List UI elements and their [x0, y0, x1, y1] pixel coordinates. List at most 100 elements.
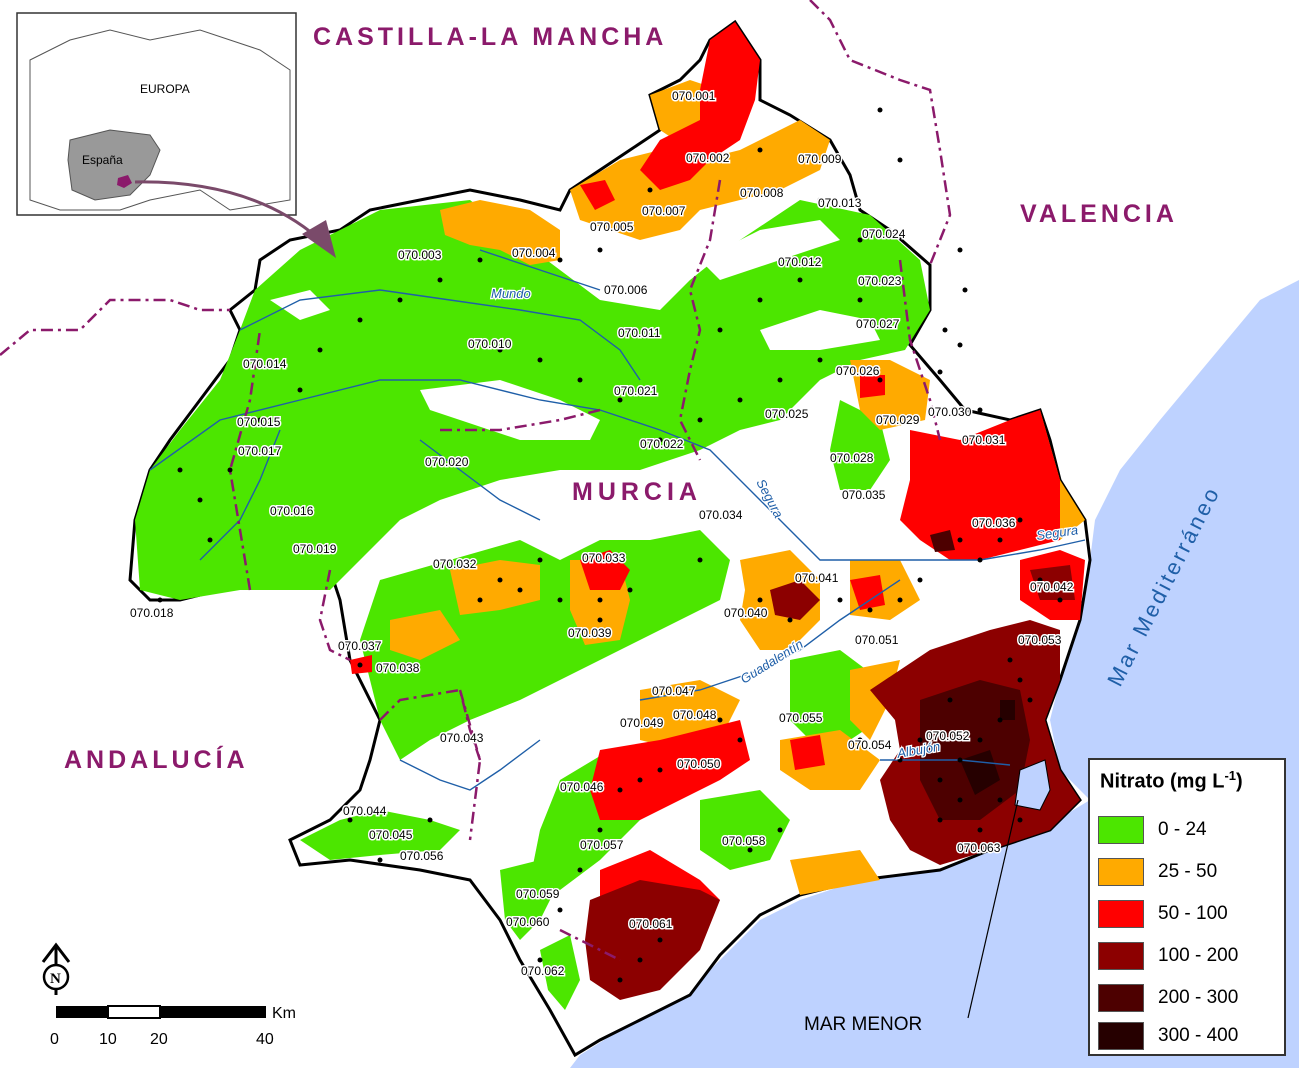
aquifer-label: 070.004: [512, 246, 556, 260]
aquifer-label: 070.011: [618, 326, 661, 340]
legend-swatch: [1098, 942, 1144, 970]
aquifer-label: 070.022: [640, 437, 684, 451]
aquifer-label: 070.012: [778, 255, 822, 269]
aquifer-label: 070.003: [398, 248, 442, 262]
regional-boundaries: [0, 0, 952, 962]
legend-swatch: [1098, 1022, 1144, 1050]
aquifer-label: 070.029: [876, 413, 920, 427]
aquifer-label: 070.037: [338, 639, 382, 653]
aquifer-label: 070.013: [818, 196, 862, 210]
aquifer-label: 070.032: [433, 557, 477, 571]
aquifer-label: 070.005: [590, 220, 634, 234]
aquifer-label: 070.018: [130, 606, 174, 620]
scale-tick: 20: [150, 1031, 168, 1048]
legend-item: 300 - 400: [1098, 1022, 1278, 1052]
legend-item: 25 - 50: [1098, 858, 1278, 888]
river-label: Mundo: [491, 286, 531, 301]
rivers: [149, 249, 1086, 791]
aquifer-label: 070.044: [343, 804, 387, 818]
aquifer-label: 070.038: [376, 661, 420, 675]
murcia-marker: [117, 175, 132, 188]
legend-title: Nitrato (mg L-1): [1100, 768, 1243, 793]
aquifer-label: 070.023: [858, 274, 902, 288]
aquifer-label: 070.015: [237, 415, 281, 429]
aquifer-label: 070.033: [582, 551, 626, 565]
inset-label-espana: España: [82, 153, 123, 167]
legend-item: 100 - 200: [1098, 942, 1278, 972]
aquifer-label: 070.007: [642, 204, 686, 218]
aquifer-label: 070.002: [686, 151, 730, 165]
legend-swatch: [1098, 858, 1144, 886]
legend-item: 200 - 300: [1098, 984, 1278, 1014]
legend-item: 0 - 24: [1098, 816, 1278, 846]
aquifer-label: 070.050: [677, 757, 721, 771]
scale-unit: Km: [272, 1005, 296, 1022]
aquifer-label: 070.058: [722, 834, 766, 848]
region-label-castilla: CASTILLA-LA MANCHA: [313, 23, 667, 51]
legend: Nitrato (mg L-1) 0 - 24 25 - 50 50 - 100…: [1088, 758, 1286, 1056]
inset-map: EUROPA España: [16, 12, 297, 216]
aquifer-label: 070.006: [604, 283, 648, 297]
legend-label: 25 - 50: [1158, 861, 1218, 882]
north-label: N: [50, 971, 61, 987]
aquifer-labels: 070.001 070.002 070.003 070.004 070.005 …: [129, 88, 1076, 980]
aquifer-label: 070.048: [673, 708, 717, 722]
region-label-valencia: VALENCIA: [1020, 200, 1178, 228]
aquifer-label: 070.016: [270, 504, 314, 518]
aquifer-label: 070.051: [855, 633, 899, 647]
aquifer-label: 070.043: [440, 731, 484, 745]
aquifer-label: 070.047: [652, 684, 696, 698]
inset-arrow: [134, 180, 319, 240]
scale-tick: 0: [50, 1031, 59, 1048]
region-label-murcia: MURCIA: [572, 478, 702, 506]
scale-bar: Km 0 10 20 40: [50, 1005, 296, 1048]
aquifer-label: 070.017: [238, 444, 282, 458]
aquifer-label: 070.028: [830, 451, 874, 465]
aquifer-label: 070.042: [1030, 580, 1074, 594]
aquifer-label: 070.060: [506, 915, 550, 929]
aquifer-label: 070.041: [795, 571, 839, 585]
aquifer-label: 070.025: [765, 407, 809, 421]
aquifer-label: 070.021: [614, 384, 658, 398]
aquifer-label: 070.031: [962, 433, 1006, 447]
aquifer-label: 070.020: [425, 455, 469, 469]
aquifer-label: 070.039: [568, 626, 612, 640]
legend-label: 100 - 200: [1158, 945, 1239, 966]
aquifer-label: 070.030: [928, 405, 972, 419]
aquifer-label: 070.057: [580, 838, 624, 852]
aquifer-label: 070.010: [468, 337, 512, 351]
legend-swatch: [1098, 900, 1144, 928]
aquifer-label: 070.008: [740, 186, 784, 200]
aquifer-label: 070.052: [926, 729, 970, 743]
legend-label: 0 - 24: [1158, 819, 1207, 840]
north-arrow: N: [41, 942, 71, 995]
aquifer-label: 070.040: [724, 606, 768, 620]
aquifer-label: 070.019: [293, 542, 337, 556]
legend-swatch: [1098, 816, 1144, 844]
aquifer-label: 070.045: [369, 828, 413, 842]
aquifer-label: 070.062: [521, 964, 565, 978]
aquifer-label: 070.034: [699, 508, 743, 522]
aquifer-label: 070.014: [243, 357, 287, 371]
mar-menor-label: MAR MENOR: [804, 1014, 922, 1035]
aquifer-label: 070.061: [629, 917, 673, 931]
legend-label: 200 - 300: [1158, 987, 1239, 1008]
aquifer-label: 070.046: [560, 780, 604, 794]
legend-label: 50 - 100: [1158, 903, 1228, 924]
aquifer-label: 070.063: [957, 841, 1001, 855]
aquifer-label: 070.001: [672, 89, 716, 103]
scale-tick: 10: [99, 1031, 117, 1048]
inset-arrowhead: [302, 220, 336, 258]
aquifer-label: 070.059: [516, 887, 560, 901]
aquifer-label: 070.035: [842, 488, 886, 502]
aquifer-label: 070.049: [620, 716, 664, 730]
river-label: Segura: [1035, 522, 1079, 543]
mar-menor-lagoon: [1014, 759, 1051, 811]
legend-swatch: [1098, 984, 1144, 1012]
mar-menor-leader: [967, 799, 1019, 1019]
aquifer-label: 070.054: [848, 738, 892, 752]
legend-label: 300 - 400: [1158, 1025, 1239, 1046]
aquifer-label: 070.055: [779, 711, 823, 725]
inset-label-europa: EUROPA: [140, 82, 190, 96]
aquifer-label: 070.056: [400, 849, 444, 863]
